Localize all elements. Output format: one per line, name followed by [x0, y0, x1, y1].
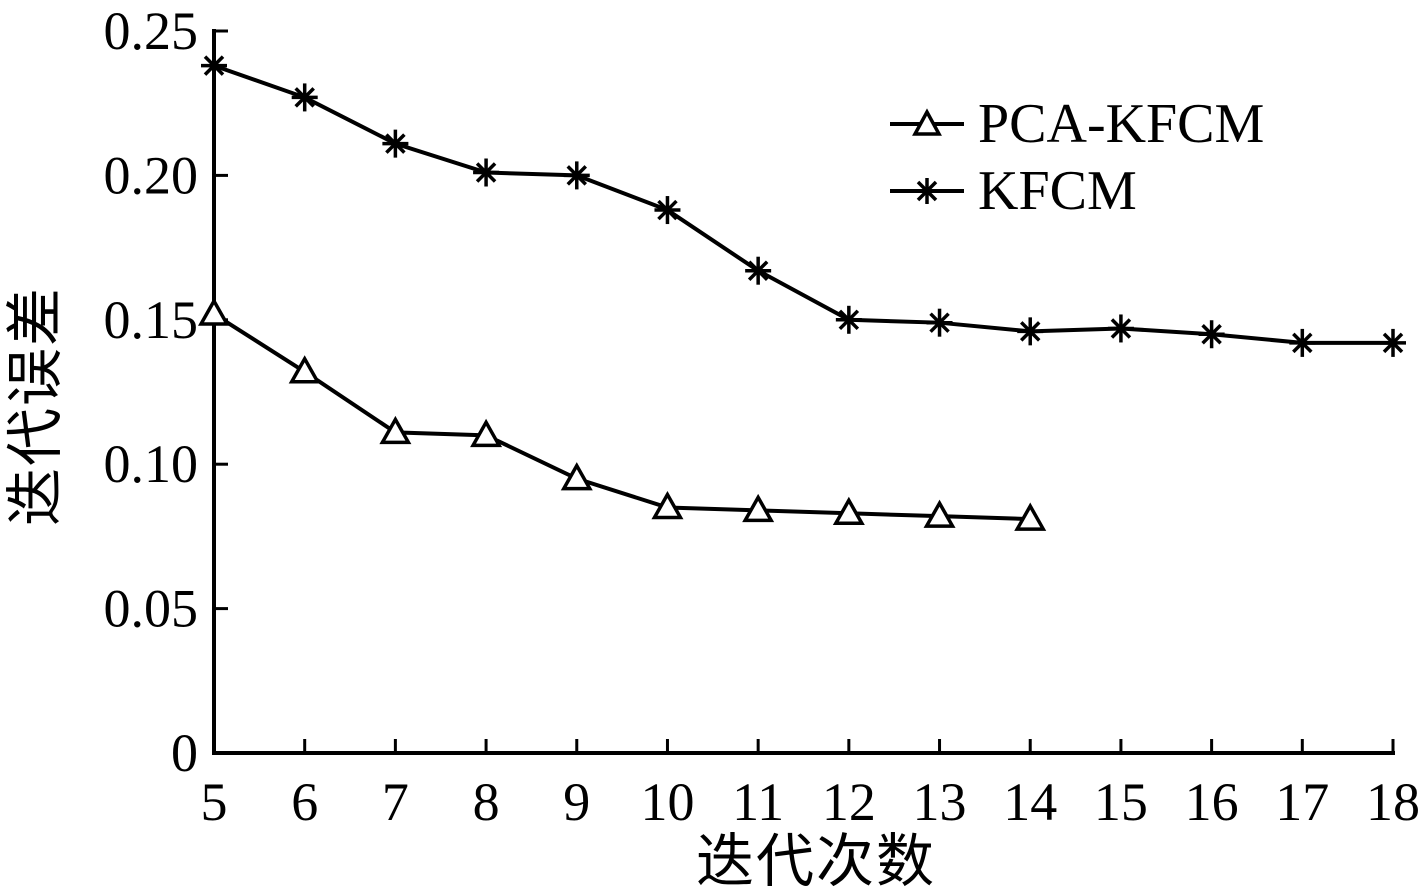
legend: PCA-KFCM KFCM	[890, 90, 1264, 224]
data-point-marker	[1289, 328, 1316, 357]
marker-stroke	[294, 87, 315, 108]
x-tick-label: 15	[1094, 772, 1148, 832]
data-point-marker	[835, 305, 862, 334]
data-point-marker	[832, 496, 865, 526]
series-line-kfcm	[213, 63, 1393, 345]
marker-stroke	[1382, 332, 1404, 354]
data-point-marker	[382, 129, 409, 158]
x-tick-label: 13	[913, 772, 967, 832]
data-point-marker	[1107, 314, 1134, 343]
legend-label: PCA-KFCM	[978, 92, 1265, 155]
x-tick-label: 11	[732, 772, 784, 832]
marker-stroke	[475, 162, 497, 183]
triangle-marker-icon	[890, 107, 964, 136]
data-point-marker	[291, 83, 318, 112]
legend-label: KFCM	[978, 159, 1137, 222]
x-axis-title: 迭代次数	[695, 829, 937, 893]
data-point-marker	[742, 493, 775, 523]
data-point-marker	[745, 256, 772, 285]
data-point-marker	[560, 462, 593, 491]
marker-stroke	[747, 260, 769, 281]
y-tick-label: 0.25	[104, 1, 199, 61]
marker-stroke	[1292, 332, 1313, 354]
legend-item-kfcm: KFCM	[890, 157, 1264, 224]
y-tick-label: 0.05	[104, 579, 199, 639]
marker-stroke	[1019, 321, 1041, 342]
data-point-marker	[923, 499, 956, 528]
x-tick-label: 9	[563, 772, 590, 832]
x-tick-label: 8	[473, 772, 500, 832]
marker-stroke	[929, 312, 950, 333]
y-tick-label: 0.10	[104, 434, 199, 494]
x-tick-label: 6	[291, 772, 318, 832]
marker-stroke	[1110, 318, 1132, 339]
y-tick-label: 0.20	[104, 145, 199, 205]
data-point-marker	[288, 355, 321, 384]
x-tick-label: 5	[201, 772, 228, 832]
data-point-marker	[379, 415, 412, 445]
data-point-marker	[926, 308, 953, 337]
asterisk-marker-icon	[890, 177, 964, 204]
marker-stroke	[385, 133, 406, 154]
marker-stroke	[838, 309, 860, 331]
x-tick-label: 17	[1275, 772, 1329, 832]
y-tick-label: 0.15	[104, 290, 199, 350]
marker-stroke	[1201, 324, 1222, 345]
data-point-marker	[654, 196, 681, 225]
data-point-marker	[201, 51, 227, 80]
data-point-marker	[1017, 317, 1044, 346]
data-point-marker	[1198, 320, 1225, 349]
x-tick-label: 14	[1003, 772, 1057, 832]
marker-stroke	[657, 199, 678, 221]
data-point-marker	[198, 297, 230, 326]
y-axis-title: 迭代误差	[3, 285, 68, 527]
marker-stroke	[566, 165, 588, 186]
x-tick-label: 12	[822, 772, 876, 832]
data-point-marker	[473, 158, 500, 187]
series-line-pca-kfcm	[212, 312, 1031, 522]
data-point-marker	[563, 161, 590, 190]
data-point-marker	[1014, 502, 1047, 531]
data-point-marker	[1380, 328, 1406, 357]
x-tick-label: 18	[1366, 772, 1420, 832]
marker-stroke	[203, 55, 225, 76]
x-tick-label: 16	[1185, 772, 1239, 832]
y-tick-label: 0	[171, 723, 198, 783]
data-point-marker	[651, 490, 684, 520]
x-tick-label: 10	[640, 772, 694, 832]
legend-item-pca-kfcm: PCA-KFCM	[890, 90, 1264, 157]
data-point-marker	[470, 418, 503, 448]
x-tick-label: 7	[382, 772, 409, 832]
